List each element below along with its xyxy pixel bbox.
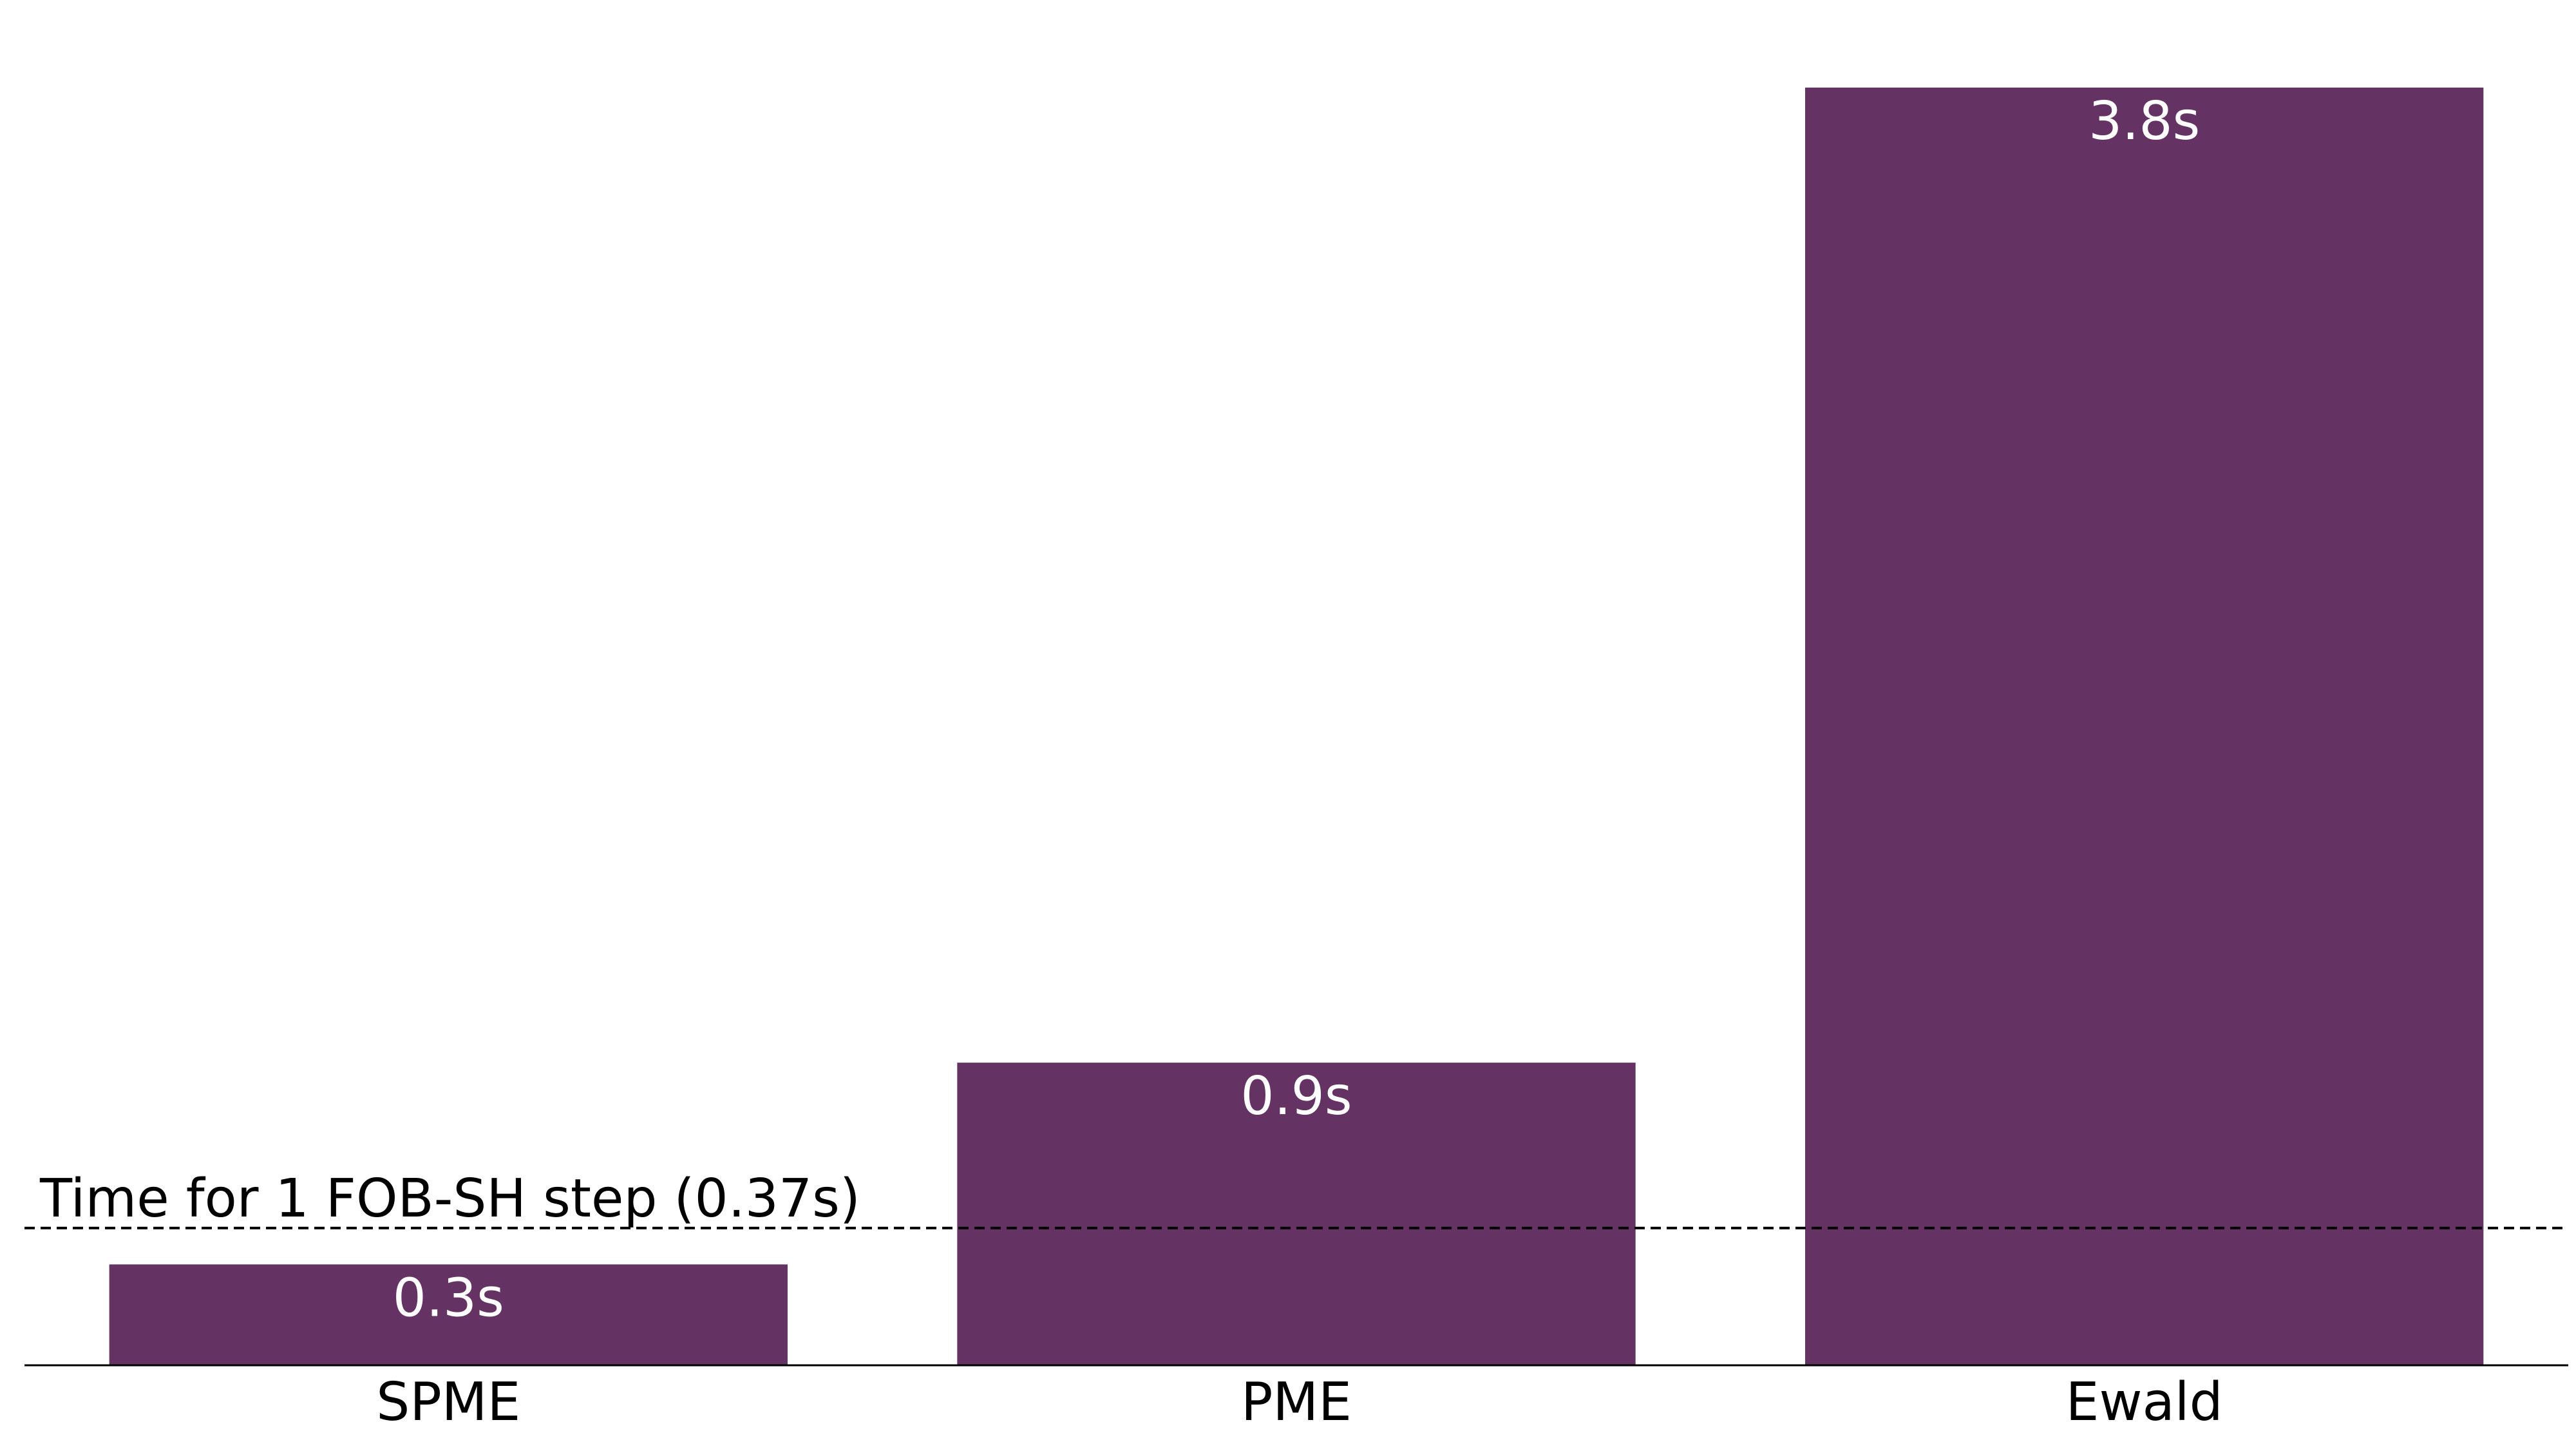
bar-pme: [957, 1063, 1636, 1365]
bar-ewald: [1805, 88, 2484, 1365]
reference-line-label: Time for 1 FOB-SH step (0.37s): [39, 1168, 860, 1229]
x-tick-label: SPME: [376, 1372, 520, 1433]
bar-spme: [109, 1264, 788, 1365]
bar-value-label: 3.8s: [2088, 91, 2200, 152]
labels-layer: 0.3s SPME 0.9s PME 3.8s Ewald: [376, 91, 2222, 1433]
x-tick-label: Ewald: [2066, 1372, 2223, 1433]
bar-value-label: 0.9s: [1240, 1066, 1352, 1127]
bars-layer: [109, 88, 2484, 1365]
x-tick-label: PME: [1241, 1372, 1352, 1433]
bar-value-label: 0.3s: [393, 1267, 504, 1329]
